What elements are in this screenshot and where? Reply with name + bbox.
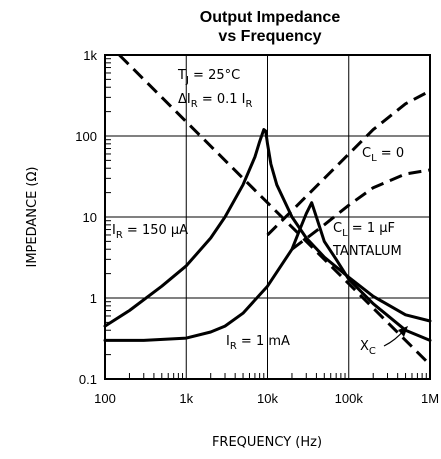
annotation-tantalum: TANTALUM <box>332 244 402 259</box>
grid <box>105 55 430 379</box>
x-tick-label: 100 <box>94 391 116 406</box>
plot-frame <box>104 54 431 380</box>
x-tick-labels: 100 1k 10k 100k 1M <box>94 391 439 406</box>
xc-arrowhead <box>398 326 408 337</box>
x-tick-label: 1k <box>179 391 193 406</box>
x-tick-label: 100k <box>335 391 364 406</box>
annotation-tj: TJ = 25°C <box>177 68 240 86</box>
annotation-cl1: CL = 1 µF <box>333 221 395 239</box>
series-line-3 <box>266 89 431 237</box>
y-tick-label: 0.1 <box>79 372 97 387</box>
chart-title-line1: Output Impedance <box>200 9 341 26</box>
annotation-xc: XC <box>360 339 376 357</box>
x-tick-label: 1M <box>421 391 439 406</box>
y-tick-label: 10 <box>83 210 97 225</box>
chart-title-line2: vs Frequency <box>218 28 321 45</box>
annotation-cl0: CL = 0 <box>362 146 404 164</box>
y-axis-label: IMPEDANCE (Ω) <box>25 166 40 267</box>
y-tick-label: 100 <box>75 129 97 144</box>
annotation-ir-150ua: IR = 150 µA <box>112 223 188 241</box>
x-tick-label: 10k <box>257 391 278 406</box>
x-axis-label: FREQUENCY (Hz) <box>212 435 322 450</box>
series-layer <box>103 53 432 366</box>
annotation-ir-1ma: IR = 1 mA <box>226 334 290 352</box>
y-tick-label: 1 <box>90 291 97 306</box>
y-tick-labels: 0.1 1 10 100 1k <box>75 48 97 387</box>
minor-ticks <box>105 58 427 379</box>
annotation-delta-ir: ΔIR = 0.1 IR <box>178 92 253 110</box>
series-line-2 <box>118 53 432 366</box>
series-line-1 <box>103 201 432 342</box>
series-line-0 <box>103 128 432 328</box>
series-line-4 <box>291 168 431 251</box>
y-tick-label: 1k <box>83 48 97 63</box>
